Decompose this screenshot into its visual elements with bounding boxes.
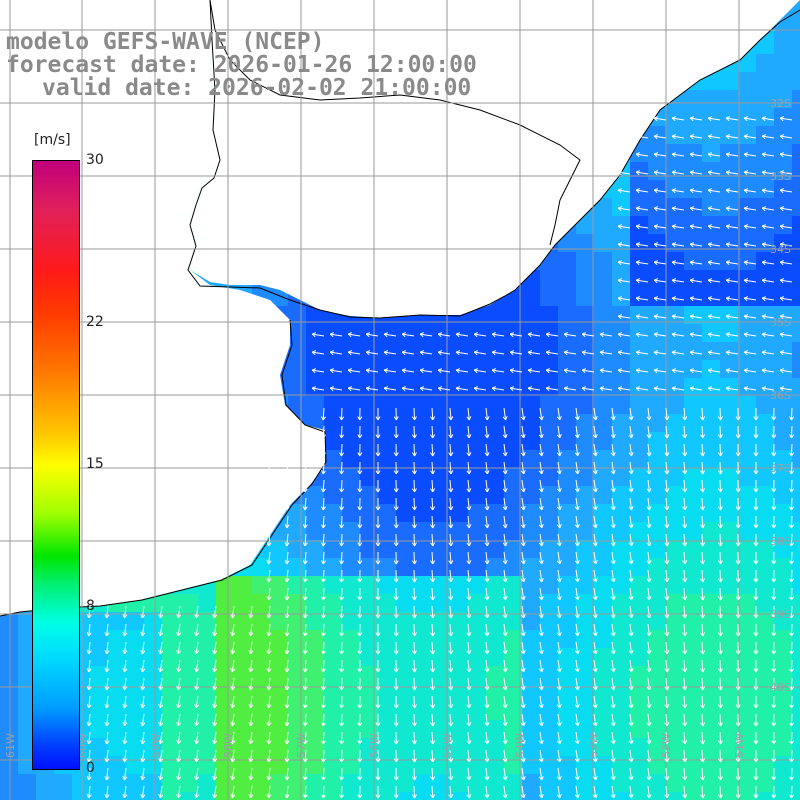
wind-arrows [86,116,795,799]
colorbar-tick-label: 15 [86,456,104,472]
lon-label: 56W [368,733,381,758]
latitude-labels: 32S 33S 34S 35S 36S 37S 38S 39S 40S [770,97,791,694]
lat-label: 35S [770,316,791,329]
lon-label: 55W [441,733,454,758]
lat-label: 40S [770,681,791,694]
colorbar [32,160,80,770]
lon-label: 52W [660,733,673,758]
lon-label: 53W [587,733,600,758]
lat-label: 37S [770,462,791,475]
title-forecast-date: forecast date: 2026-01-26 12:00:00 [6,52,477,78]
land-mask [0,0,800,616]
lat-label: 36S [770,389,791,402]
title-model: modelo GEFS-WAVE (NCEP) [6,29,325,55]
lon-label: 58W [222,733,235,758]
colorbar-tick-label: 8 [86,597,95,614]
colorbar-tick-label: 22 [86,314,104,331]
title-valid-date: valid date: 2026-02-02 21:00:00 [42,75,472,101]
lat-label: 32S [770,97,791,110]
coastline [0,0,800,617]
lon-label: 54W [514,733,527,758]
colorbar-unit: [m/s] [34,132,71,148]
lon-label: 57W [295,733,308,758]
lat-label: 38S [770,535,791,548]
lat-label: 33S [770,170,791,183]
colorbar-tick-label: 0 [86,760,95,776]
colorbar-tick-label: 30 [86,152,104,168]
lat-label: 34S [770,243,791,256]
lon-label: 61W [4,733,17,758]
lon-label: 51W [733,733,746,758]
lat-label: 39S [770,608,791,621]
lon-label: 59W [149,733,162,758]
